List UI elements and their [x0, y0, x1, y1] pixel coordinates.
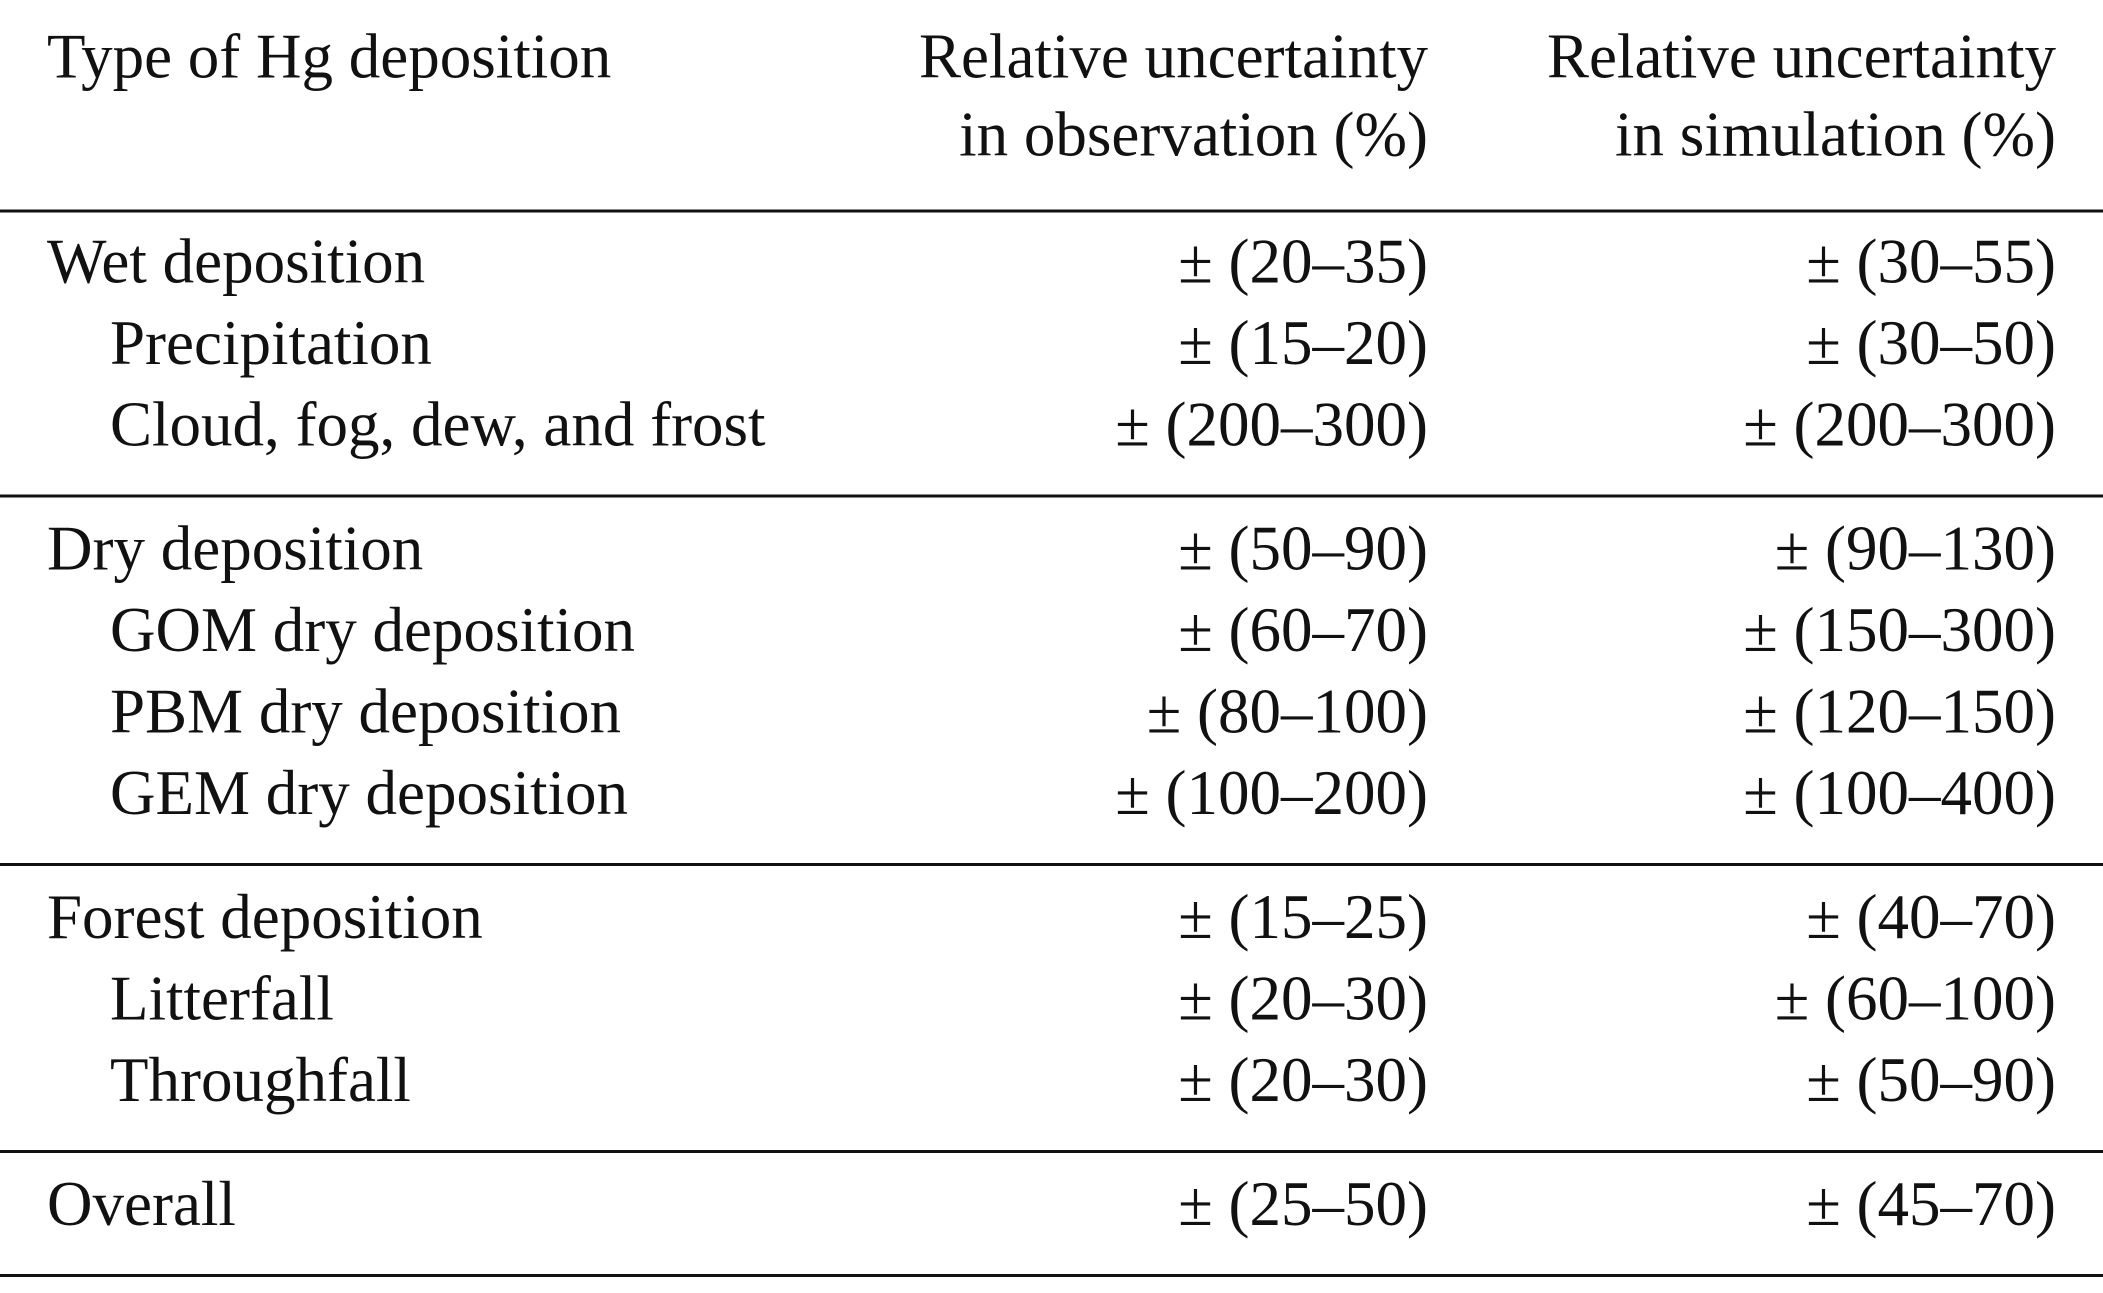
- row-label: Forest deposition: [47, 882, 483, 952]
- row-label: PBM dry deposition: [110, 676, 621, 746]
- value-cell: ± (15–25): [1178, 882, 1428, 952]
- value-cell: ± (150–300): [1743, 595, 2056, 665]
- header-cell: Type of Hg deposition: [47, 21, 611, 91]
- row-label: Cloud, fog, dew, and frost: [110, 389, 766, 459]
- row-label: Litterfall: [110, 963, 334, 1033]
- value-cell: ± (100–200): [1115, 758, 1428, 828]
- row-label: Throughfall: [110, 1045, 411, 1115]
- value-cell: ± (200–300): [1743, 389, 2056, 459]
- value-cell: ± (20–30): [1178, 963, 1428, 1033]
- header-cell: in simulation (%): [1615, 99, 2056, 169]
- value-cell: ± (20–35): [1178, 226, 1428, 296]
- value-cell: ± (50–90): [1806, 1045, 2056, 1115]
- value-cell: ± (80–100): [1147, 676, 1428, 746]
- value-cell: ± (60–70): [1178, 595, 1428, 665]
- value-cell: ± (25–50): [1178, 1169, 1428, 1239]
- value-cell: ± (40–70): [1806, 882, 2056, 952]
- header-cell: Relative uncertainty: [919, 21, 1429, 91]
- row-label: Wet deposition: [47, 226, 425, 296]
- value-cell: ± (30–55): [1806, 226, 2056, 296]
- row-label: Precipitation: [110, 308, 432, 378]
- value-cell: ± (20–30): [1178, 1045, 1428, 1115]
- header-cell: in observation (%): [959, 99, 1428, 169]
- row-label: GOM dry deposition: [110, 595, 635, 665]
- value-cell: ± (100–400): [1743, 758, 2056, 828]
- value-cell: ± (50–90): [1178, 513, 1428, 583]
- value-cell: ± (120–150): [1743, 676, 2056, 746]
- value-cell: ± (45–70): [1806, 1169, 2056, 1239]
- value-cell: ± (90–130): [1775, 513, 2056, 583]
- row-label: GEM dry deposition: [110, 758, 628, 828]
- value-cell: ± (30–50): [1806, 308, 2056, 378]
- value-cell: ± (15–20): [1178, 308, 1428, 378]
- row-label: Dry deposition: [47, 513, 423, 583]
- value-cell: ± (200–300): [1115, 389, 1428, 459]
- row-label: Overall: [47, 1169, 236, 1239]
- header-cell: Relative uncertainty: [1547, 21, 2057, 91]
- value-cell: ± (60–100): [1775, 963, 2056, 1033]
